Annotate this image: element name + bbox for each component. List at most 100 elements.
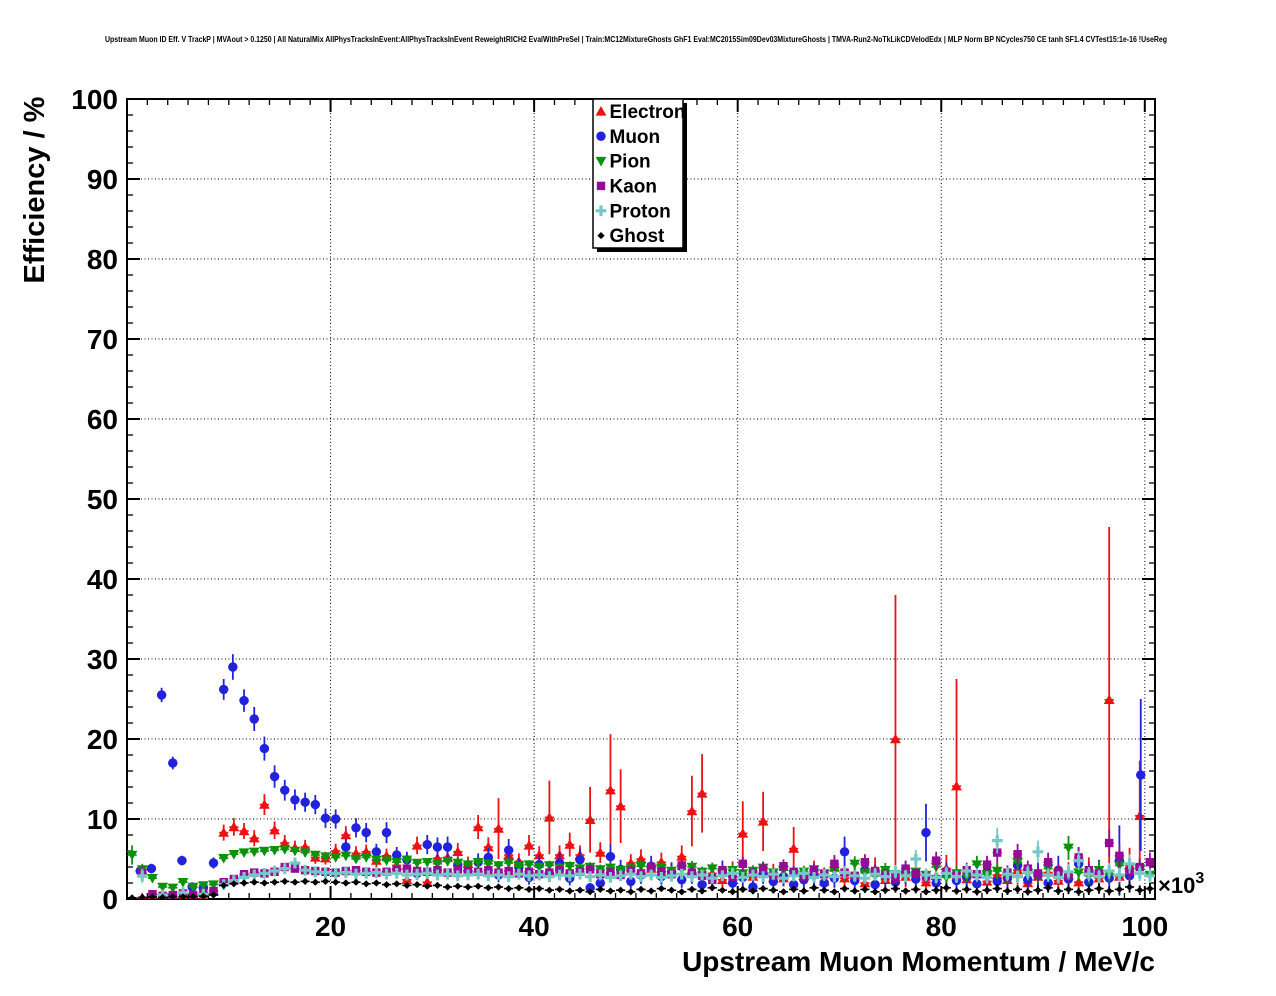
x-axis-title: Upstream Muon Momentum / MeV/c (682, 946, 1155, 977)
data-point (1083, 868, 1095, 880)
data-point (809, 866, 819, 875)
data-point (128, 894, 136, 899)
data-point (402, 864, 412, 873)
data-point (739, 885, 747, 893)
data-point (584, 871, 596, 882)
data-point (1145, 858, 1155, 867)
data-point (605, 784, 616, 795)
data-point (830, 859, 839, 868)
tick-labels: 0 10 20 30 40 50 60 70 80 90 100 20 40 60 80 100 (71, 84, 1168, 942)
data-point (747, 869, 759, 881)
data-point (595, 878, 605, 888)
data-point (1024, 888, 1032, 896)
data-point (727, 868, 739, 879)
data-point (991, 835, 1003, 846)
data-point (454, 882, 462, 890)
data-point (503, 858, 515, 869)
data-point (462, 860, 474, 870)
data-point (1063, 843, 1074, 854)
legend-marker-square-icon (596, 181, 606, 191)
data-point (289, 846, 301, 857)
legend-label: Proton (610, 201, 671, 222)
series-ghost (127, 877, 1155, 899)
data-point (280, 785, 290, 795)
legend-entry-ghost: Ghost (597, 226, 665, 247)
data-point (729, 888, 737, 896)
data-point (482, 870, 494, 882)
data-point (1103, 865, 1115, 877)
data-point (718, 866, 727, 875)
data-point (1136, 886, 1144, 894)
data-point (1042, 869, 1054, 881)
data-point (442, 842, 453, 852)
data-point (891, 885, 900, 893)
data-point (657, 885, 665, 893)
data-point (352, 878, 360, 886)
data-point (209, 886, 218, 896)
data-point (391, 868, 403, 879)
data-point (758, 864, 768, 873)
data-point (250, 878, 258, 886)
data-point (800, 887, 808, 895)
data-point (696, 788, 708, 798)
data-point (1054, 887, 1062, 895)
data-point (585, 883, 595, 893)
data-point (810, 884, 818, 892)
data-point (341, 842, 351, 852)
data-point (320, 813, 331, 823)
data-point (828, 871, 840, 882)
y-tick-label: 10 (87, 804, 118, 835)
legend-label: Muon (610, 127, 661, 148)
data-point (238, 872, 250, 883)
data-point (737, 872, 749, 883)
data-point (291, 878, 299, 886)
y-tick-label: 40 (87, 564, 118, 595)
data-point (971, 860, 983, 870)
data-point (523, 860, 535, 870)
legend-entry-pion: Pion (595, 152, 651, 173)
data-point (442, 868, 454, 880)
x-tick-label: 60 (722, 911, 753, 942)
data-point (1134, 810, 1146, 820)
data-point (228, 662, 238, 672)
data-point (931, 856, 941, 865)
data-point (1115, 885, 1123, 893)
data-point (859, 872, 871, 884)
data-point (1095, 885, 1103, 893)
data-point (1125, 883, 1134, 891)
data-point (533, 862, 545, 873)
data-point (433, 881, 442, 889)
data-series (127, 527, 1155, 899)
data-point (1003, 887, 1012, 895)
data-point (961, 865, 973, 877)
data-point (818, 869, 830, 881)
y-tick-label: 100 (71, 84, 118, 115)
y-tick-label: 0 (102, 884, 118, 915)
data-point (788, 843, 800, 853)
data-point (452, 870, 464, 882)
data-point (790, 885, 798, 893)
data-point (1064, 885, 1073, 893)
data-point (1113, 869, 1125, 881)
data-point (1052, 872, 1064, 883)
data-point (870, 879, 880, 890)
data-point (902, 887, 910, 895)
data-point (981, 872, 993, 883)
data-point (1104, 838, 1114, 848)
data-point (657, 867, 666, 876)
data-point (432, 869, 443, 881)
data-point (220, 881, 228, 889)
data-point (403, 881, 411, 889)
data-point (289, 857, 301, 869)
data-point (820, 886, 828, 894)
data-point (615, 800, 627, 811)
data-point (381, 856, 392, 866)
data-point (360, 868, 372, 879)
data-point (983, 886, 991, 894)
legend-label: Ghost (610, 226, 666, 247)
data-point (819, 878, 829, 888)
data-point (1085, 886, 1093, 894)
data-point (238, 825, 250, 836)
legend-entry-proton: Proton (595, 201, 671, 222)
data-point (482, 859, 494, 870)
